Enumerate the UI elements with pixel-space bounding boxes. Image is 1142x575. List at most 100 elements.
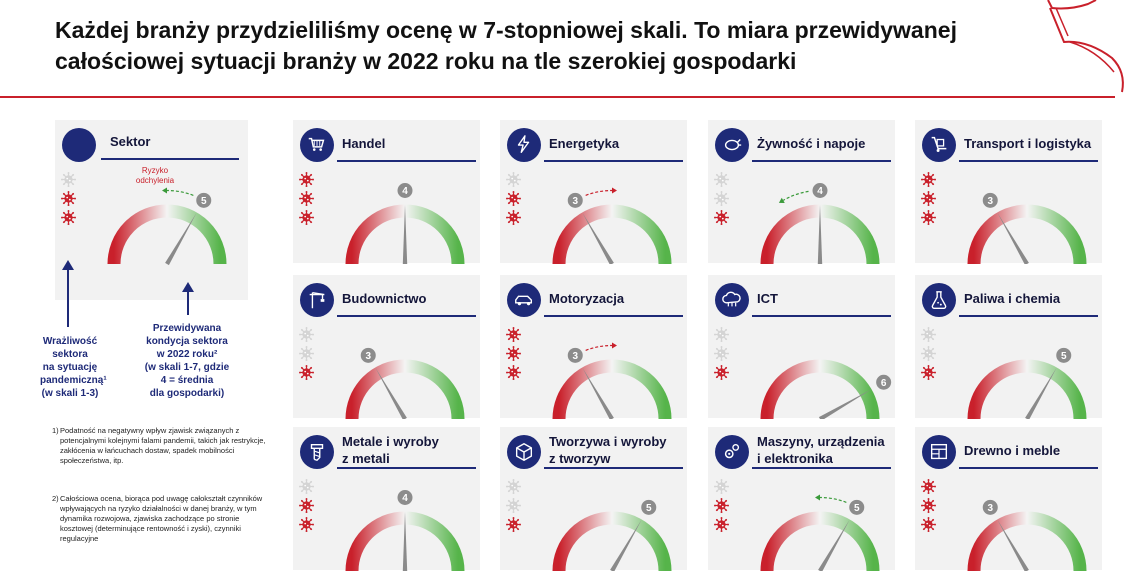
virus-icon-active <box>299 172 314 187</box>
virus-icon-inactive <box>921 346 936 361</box>
vulnerability-annotation: Wrażliwość sektora na sytuację pandemiczną¹… <box>40 335 107 400</box>
sector-card: Maszyny, urządzenia i elektronika 5 <box>708 427 895 571</box>
condition-gauge: 6 <box>760 359 892 419</box>
sector-title-divider <box>959 160 1098 162</box>
gauge-score-bubble <box>196 192 212 208</box>
virus-icon-active <box>299 365 314 380</box>
virus-icon-inactive <box>506 498 521 513</box>
sector-card: ICT 6 <box>708 275 895 419</box>
sector-title-line: Drewno i meble <box>964 442 1061 458</box>
gauge-score-bubble <box>876 374 892 390</box>
gauge-needle <box>997 212 1029 264</box>
sector-title-line: Handel <box>342 135 386 151</box>
annotation-line: dla gospodarki) <box>149 388 225 399</box>
gears-icon <box>715 435 749 469</box>
virus-icon-active <box>506 517 521 532</box>
sector-title-line: Żywność i napoje <box>757 135 866 151</box>
gauge-needle <box>582 367 614 419</box>
virus-icon-active <box>714 365 729 380</box>
sector-title-line: Energetyka <box>549 135 620 151</box>
virus-icon-active <box>299 517 314 532</box>
brand-logo-fragment <box>1047 0 1124 93</box>
deviation-arrow-head <box>612 342 617 349</box>
virus-icon-inactive <box>921 327 936 342</box>
gauge-score-label: 3 <box>987 196 993 207</box>
vulnerability-indicator <box>921 172 936 229</box>
virus-icon-active <box>921 479 936 494</box>
vulnerability-indicator <box>506 327 521 384</box>
sector-title: ICT <box>757 281 889 315</box>
deviation-arrow-head <box>778 197 785 203</box>
gauge-needle <box>402 511 408 571</box>
virus-icon-active <box>714 210 729 225</box>
hand-truck-icon <box>922 128 956 162</box>
legend-panel: Sektor Ryzyko odchylenia 5 <box>55 120 248 300</box>
vulnerability-indicator <box>299 327 314 384</box>
condition-gauge: 3 <box>345 347 465 419</box>
sector-title: Żywność i napoje <box>757 126 889 160</box>
gauge-arc <box>967 359 1087 419</box>
gauge-arc <box>552 204 672 264</box>
vulnerability-indicator <box>506 479 521 536</box>
virus-icon-active <box>921 191 936 206</box>
gauge-needle <box>582 212 614 264</box>
title-line-1: Każdej branży przydzieliliśmy ocenę w 7-… <box>55 17 957 43</box>
sector-card: Żywność i napoje 4 <box>708 120 895 264</box>
virus-icon-active <box>921 498 936 513</box>
sector-card: Paliwa i chemia 5 <box>915 275 1102 419</box>
gauge-arc <box>760 511 880 571</box>
page-title: Każdej branży przydzieliliśmy ocenę w 7-… <box>55 15 1055 77</box>
sector-title-divider <box>337 467 476 469</box>
virus-icon-active <box>921 517 936 532</box>
condition-arrow-head <box>182 282 194 292</box>
vulnerability-indicator <box>714 172 729 229</box>
virus-icon-inactive <box>506 479 521 494</box>
sector-title-divider <box>959 467 1098 469</box>
gauge-score-label: 5 <box>854 503 860 514</box>
virus-icon-active <box>61 210 76 225</box>
sector-title: Budownictwo <box>342 281 474 315</box>
vulnerability-indicator <box>299 172 314 229</box>
vulnerability-indicator <box>921 479 936 536</box>
gauge-score-label: 5 <box>646 503 652 514</box>
sector-title: Metale i wyroby z metali <box>342 433 474 467</box>
deviation-arrow <box>585 344 613 351</box>
virus-icon-inactive <box>714 479 729 494</box>
sector-title-divider <box>337 160 476 162</box>
annotation-line: (w skali 1-7, gdzie <box>144 362 230 373</box>
sample-gauge: 5 <box>107 187 227 266</box>
gauge-score-bubble <box>567 347 583 363</box>
cabinet-icon <box>922 435 956 469</box>
annotation-line: kondycja sektora <box>146 336 228 347</box>
sector-title-line: z metali <box>342 451 390 466</box>
annotation-line: Przewidywana <box>152 323 222 334</box>
gauge-score-bubble <box>397 490 413 505</box>
virus-icon-active <box>299 498 314 513</box>
virus-icon-inactive <box>506 172 521 187</box>
shopping-cart-icon <box>300 128 334 162</box>
title-divider <box>0 96 1115 98</box>
deviation-arrow-head <box>612 187 617 194</box>
sector-title-divider <box>337 315 476 317</box>
virus-icon-active <box>506 365 521 380</box>
legend-title: Sektor <box>110 134 151 149</box>
gauge-score-label: 4 <box>817 186 823 197</box>
flask-icon <box>922 283 956 317</box>
gauge-score-bubble <box>812 183 828 198</box>
sector-title: Handel <box>342 126 474 160</box>
sector-card: Budownictwo 3 <box>293 275 480 419</box>
gauge-needle <box>610 519 642 571</box>
sector-title-line: ICT <box>757 290 778 306</box>
cloud-icon <box>715 283 749 317</box>
sector-title-line: Tworzywa i wyroby <box>549 434 667 449</box>
gauge-arc <box>967 204 1087 264</box>
vulnerability-indicator <box>714 479 729 536</box>
sector-title: Paliwa i chemia <box>964 281 1096 315</box>
annotation-line: pandemiczną¹ <box>40 375 107 386</box>
footnote-2: 2) Całościowa ocena, biorąca pod uwagę c… <box>52 494 263 543</box>
sector-title-line: Motoryzacja <box>549 290 625 306</box>
virus-icon-active <box>714 517 729 532</box>
annotation-line: sektora <box>52 349 88 360</box>
gauge-arc <box>967 511 1087 571</box>
vulnerability-indicator <box>921 327 936 384</box>
